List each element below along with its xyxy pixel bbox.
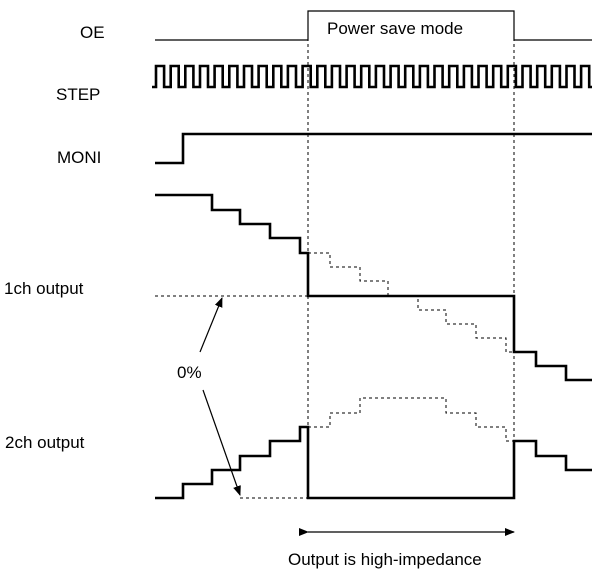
zero-arrow-down (202, 389, 241, 496)
ch1-output-label: 1ch output (4, 279, 84, 298)
high-impedance-label: Output is high-impedance (288, 550, 482, 569)
step-waveform (152, 64, 592, 89)
ch2-internal-sequence-dashed (308, 397, 514, 442)
oe-waveform (155, 10, 592, 41)
moni-waveform (155, 132, 592, 165)
ch2-output-label: 2ch output (5, 433, 85, 452)
ch1-internal-sequence-dashed (308, 252, 514, 353)
step-label: STEP (56, 85, 100, 104)
ch1-output-waveform (155, 193, 592, 382)
ch2-output-waveform (155, 425, 592, 500)
zero-percent-label: 0% (177, 363, 202, 382)
oe-label: OE (80, 23, 105, 42)
zero-arrow-up (199, 297, 223, 353)
moni-label: MONI (57, 148, 101, 167)
power-save-mode-label: Power save mode (327, 19, 463, 38)
